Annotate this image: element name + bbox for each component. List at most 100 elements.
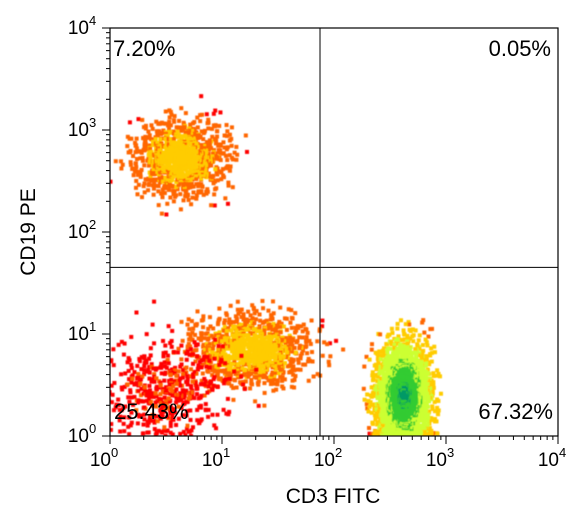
event-dot — [276, 346, 281, 351]
event-dot — [203, 379, 208, 384]
event-dot — [408, 351, 413, 356]
event-dot — [205, 187, 210, 192]
event-dot — [138, 174, 143, 179]
event-dot — [374, 362, 379, 367]
event-dot — [159, 141, 164, 146]
event-dot — [187, 352, 192, 357]
event-dot — [220, 167, 225, 172]
event-dot — [217, 306, 222, 311]
event-dot — [199, 334, 204, 339]
event-dot — [190, 175, 195, 180]
event-dot — [189, 367, 194, 372]
event-dot — [189, 160, 194, 165]
event-dot — [214, 340, 219, 345]
event-dot — [264, 352, 269, 357]
event-dot — [307, 338, 312, 343]
event-dot — [425, 403, 430, 408]
event-dot — [289, 325, 294, 330]
event-dot — [202, 170, 207, 175]
event-dot — [299, 324, 304, 329]
event-dot — [142, 363, 147, 368]
event-dot — [181, 183, 186, 188]
event-dot — [199, 189, 204, 194]
event-dot — [151, 392, 156, 397]
event-dot — [178, 153, 183, 158]
event-dot — [417, 427, 422, 432]
event-dot — [191, 372, 196, 377]
event-dot — [138, 171, 143, 176]
event-dot — [424, 354, 429, 359]
event-dot — [315, 372, 320, 377]
event-dot — [372, 432, 377, 436]
event-dot — [234, 319, 239, 324]
event-dot — [298, 353, 303, 358]
event-dot — [142, 412, 147, 417]
event-dot — [292, 385, 297, 390]
event-dot — [206, 361, 211, 366]
event-dot — [164, 406, 169, 411]
event-dot — [369, 394, 374, 399]
event-dot — [420, 350, 425, 355]
event-dot — [224, 411, 229, 416]
event-dot — [277, 363, 282, 368]
event-dot — [431, 371, 436, 376]
event-dot — [243, 342, 248, 347]
event-dot — [215, 178, 220, 183]
event-dot — [128, 423, 133, 428]
event-dot — [426, 410, 431, 415]
event-dot — [138, 381, 143, 386]
event-dot — [152, 341, 157, 346]
event-dot — [162, 360, 167, 365]
event-dot — [232, 369, 237, 374]
event-dot — [432, 409, 437, 414]
event-dot — [203, 402, 208, 407]
event-dot — [184, 413, 189, 418]
event-dot — [408, 425, 413, 430]
event-dot — [197, 355, 202, 360]
event-dot — [159, 132, 164, 137]
event-dot — [341, 347, 346, 352]
event-dot — [188, 408, 193, 413]
event-dot — [249, 381, 254, 386]
event-dot — [401, 351, 406, 356]
event-dot — [139, 195, 144, 200]
event-dot — [150, 322, 155, 327]
event-dot — [273, 364, 278, 369]
event-dot — [273, 344, 278, 349]
event-dot — [284, 327, 289, 332]
event-dot — [225, 129, 230, 134]
event-dot — [222, 368, 227, 373]
event-dot — [256, 334, 261, 339]
event-dot — [220, 351, 225, 356]
event-dot — [127, 358, 132, 363]
event-dot — [172, 114, 177, 119]
event-dot — [272, 373, 277, 378]
event-dot — [291, 364, 296, 369]
event-dot — [154, 119, 159, 124]
event-dot — [246, 337, 251, 342]
event-dot — [222, 133, 227, 138]
event-dot — [170, 393, 175, 398]
event-dot — [328, 341, 333, 346]
event-dot — [184, 409, 189, 414]
event-dot — [265, 335, 270, 340]
event-dot — [415, 428, 420, 433]
event-dot — [151, 159, 156, 164]
event-dot — [378, 349, 383, 354]
event-dot — [326, 359, 331, 364]
event-dot — [132, 370, 137, 375]
event-dot — [100, 368, 104, 372]
event-dot — [215, 134, 220, 139]
event-dot — [163, 186, 168, 191]
event-dot — [273, 329, 278, 334]
event-dot — [261, 371, 266, 376]
event-dot — [206, 326, 211, 331]
event-dot — [259, 336, 264, 341]
event-dot — [377, 430, 382, 435]
event-dot — [425, 422, 430, 427]
event-dot — [192, 340, 197, 345]
event-dot — [289, 308, 294, 313]
event-dot — [243, 350, 248, 355]
event-dot — [147, 414, 152, 419]
event-dot — [208, 381, 213, 386]
